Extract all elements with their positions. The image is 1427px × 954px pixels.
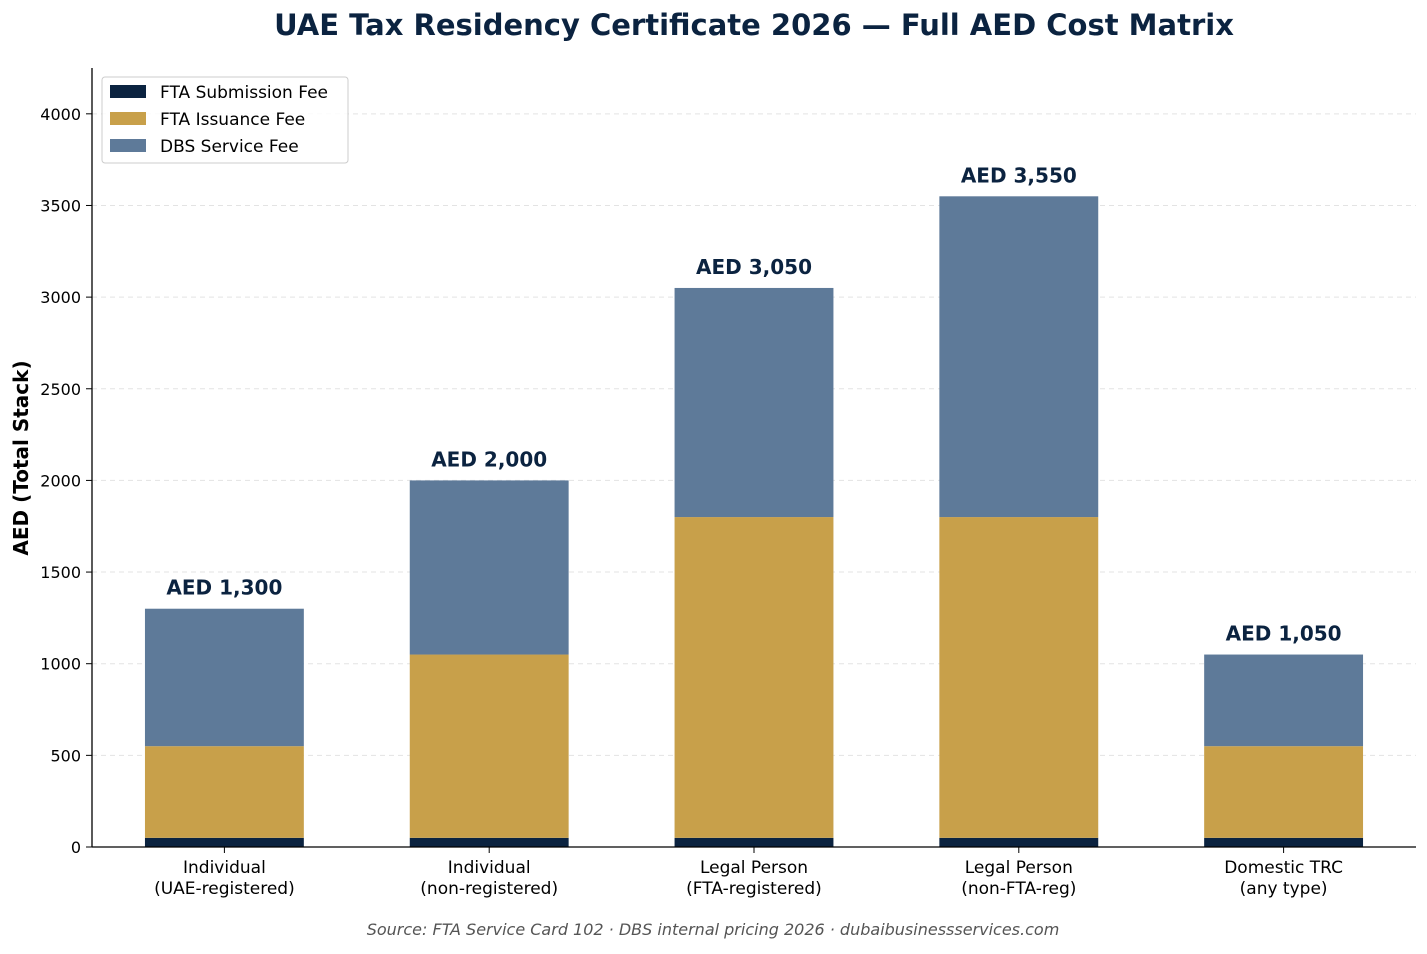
y-axis-label: AED (Total Stack) [9, 360, 33, 555]
bar-segment-1-category-5[interactable] [1204, 837, 1364, 847]
y-tick-label-500: 500 [50, 746, 81, 765]
y-tick-label-1000: 1000 [40, 655, 81, 674]
y-tick-group: 0 500 1000 1500 2000 2500 3000 3500 4000 [40, 105, 92, 857]
y-tick-label-3500: 3500 [40, 196, 81, 215]
y-tick-label-2000: 2000 [40, 471, 81, 490]
bar-segment-2-category-2[interactable] [409, 654, 569, 838]
legend: FTA Submission Fee FTA Issuance Fee DBS Se… [101, 76, 349, 164]
bar-segment-3-category-4[interactable] [939, 196, 1099, 518]
x-tick-label-5-line-2: (any type) [1240, 879, 1328, 899]
total-label-3: AED 3,050 [696, 255, 812, 279]
x-tick-label-1-line-2: (UAE-registered) [154, 879, 295, 899]
legend-label-3: DBS Service Fee [160, 137, 299, 157]
legend-swatch-1 [110, 85, 146, 98]
bar-segment-2-category-4[interactable] [939, 517, 1099, 838]
bar-segment-3-category-3[interactable] [674, 287, 834, 518]
total-label-5: AED 1,050 [1226, 622, 1342, 646]
total-label-1: AED 1,300 [166, 576, 282, 600]
y-tick-label-4000: 4000 [40, 105, 81, 124]
source-footnote: Source: FTA Service Card 102 · DBS inter… [367, 920, 1060, 939]
bar-segment-1-category-3[interactable] [674, 837, 834, 847]
total-label-2: AED 2,000 [431, 447, 547, 471]
bar-series-group [144, 196, 1364, 847]
total-label-4: AED 3,550 [961, 163, 1077, 187]
x-tick-label-1-line-1: Individual [183, 858, 266, 878]
legend-box [101, 76, 349, 164]
y-tick-label-0: 0 [71, 838, 81, 857]
bar-segment-2-category-3[interactable] [674, 517, 834, 838]
bar-segment-2-category-1[interactable] [144, 746, 304, 838]
x-tick-group: Individual(UAE-registered)Individual(non… [154, 847, 1343, 899]
bar-segment-3-category-1[interactable] [144, 608, 304, 747]
y-tick-label-2500: 2500 [40, 380, 81, 399]
x-tick-label-3-line-2: (FTA-registered) [686, 879, 822, 899]
bar-segment-3-category-5[interactable] [1204, 654, 1364, 747]
y-tick-label-3000: 3000 [40, 288, 81, 307]
x-tick-label-4-line-1: Legal Person [965, 858, 1073, 878]
legend-label-2: FTA Issuance Fee [160, 110, 305, 130]
bar-segment-2-category-5[interactable] [1204, 746, 1364, 838]
total-label-group: AED 1,300 AED 2,000 AED 3,050 AED 3,550 AED … [166, 163, 1341, 645]
x-tick-label-3-line-1: Legal Person [700, 858, 808, 878]
legend-label-1: FTA Submission Fee [160, 83, 328, 103]
bar-segment-1-category-2[interactable] [409, 837, 569, 847]
x-tick-label-2-line-1: Individual [448, 858, 531, 878]
legend-swatch-2 [110, 112, 146, 125]
x-tick-label-4-line-2: (non-FTA-reg) [961, 879, 1076, 899]
legend-swatch-3 [110, 139, 146, 152]
bar-segment-1-category-4[interactable] [939, 837, 1099, 847]
x-tick-label-2-line-2: (non-registered) [420, 879, 558, 899]
y-tick-label-1500: 1500 [40, 563, 81, 582]
x-tick-label-5-line-1: Domestic TRC [1224, 858, 1343, 878]
bar-segment-3-category-2[interactable] [409, 480, 569, 655]
bar-segment-1-category-1[interactable] [144, 837, 304, 847]
chart-title: UAE Tax Residency Certificate 2026 — Ful… [274, 8, 1234, 42]
